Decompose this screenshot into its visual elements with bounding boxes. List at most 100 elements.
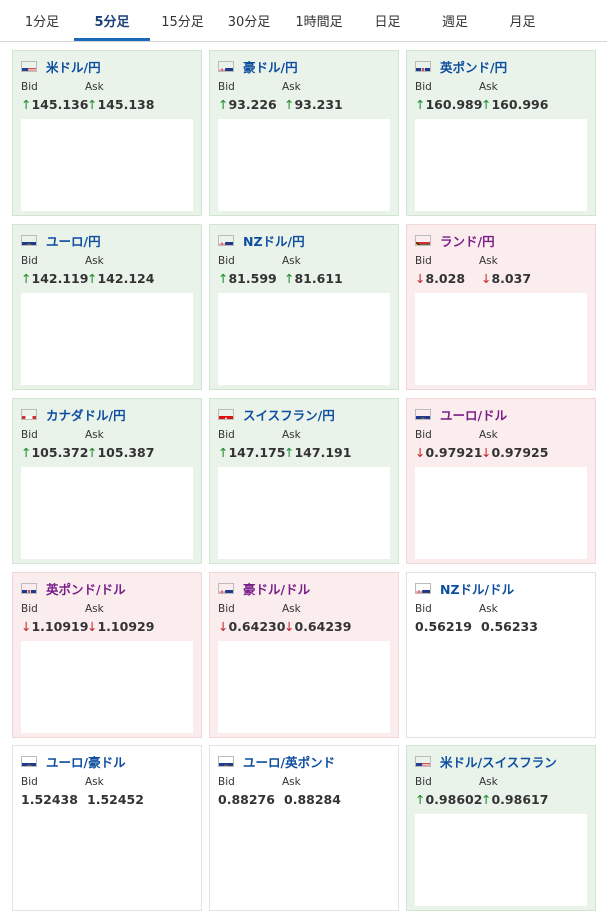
bid-price: 147.175 <box>228 445 286 460</box>
bid-label: Bid <box>21 603 38 615</box>
rate-card[interactable]: 145.2145144.811:1512:1513:15 米ドル/円 Bid Ask ↑… <box>12 50 202 216</box>
card-header[interactable]: 1.1161.1141.1121.1111:1512:1513:15 英ポンド/ド… <box>21 579 126 598</box>
bid-price: 0.97921 <box>425 445 483 460</box>
ask-label: Ask <box>479 429 498 441</box>
rate-card[interactable]: 0.9860.9850.98411:1512:1513:15 米ドル/スイスフラン… <box>406 745 596 911</box>
mini-candlestick-chart[interactable] <box>21 467 193 559</box>
card-header[interactable]: 0.9860.9850.98411:1512:1513:15 米ドル/スイスフラン <box>415 752 557 771</box>
tab-0[interactable]: 1分足 <box>24 15 60 30</box>
rate-card[interactable]: 161.6161.4161.216111:1512:1513:15 英ポンド/円 B… <box>406 50 596 216</box>
ask-label: Ask <box>479 255 498 267</box>
card-header[interactable]: 81.781.681.511:1512:1513:15 NZドル/円 <box>218 231 305 250</box>
ask-price: 81.611 <box>294 271 343 286</box>
card-header[interactable]: 105.4105.210511:1512:1513:15 カナダドル/円 <box>21 405 126 424</box>
currency-pair-label[interactable]: カナダドル/円 <box>46 408 126 423</box>
currency-pair-label[interactable]: 米ドル/円 <box>46 60 101 75</box>
tab-1[interactable]: 5分足 <box>74 0 150 41</box>
mini-candlestick-chart[interactable] <box>21 641 193 733</box>
price-labels: Bid Ask <box>21 81 104 93</box>
rate-card[interactable]: 0.6450.6440.6430.64211:1512:1513:15 豪ドル/ド… <box>209 572 399 738</box>
bid-label: Bid <box>218 776 235 788</box>
price-labels: Bid Ask <box>21 255 104 267</box>
mini-candlestick-chart[interactable] <box>415 814 587 906</box>
currency-pair-label[interactable]: 英ポンド/円 <box>440 60 508 75</box>
tab-2[interactable]: 15分足 <box>161 15 204 30</box>
card-header[interactable]: 147.4147.214711:1512:1513:15 スイスフラン/円 <box>218 405 335 424</box>
mini-candlestick-chart[interactable] <box>218 641 390 733</box>
up-arrow-icon: ↑ <box>21 97 32 112</box>
card-header[interactable]: 93.393.293.111:1512:1513:15 豪ドル/円 <box>218 57 298 76</box>
rate-card[interactable]: 142.214211:1512:1513:15ユーロ/円BidAsk↑142.1… <box>12 224 202 390</box>
card-header[interactable]: 142.214211:1512:1513:15 ユーロ/円 <box>21 231 101 250</box>
tab-6[interactable]: 週足 <box>441 15 468 30</box>
currency-pair-label[interactable]: ユーロ/英ポンド <box>243 755 336 770</box>
ask-group: ↓0.64239 <box>284 619 351 634</box>
card-header[interactable]: 161.6161.4161.216111:1512:1513:15 英ポンド/円 <box>415 57 507 76</box>
mini-candlestick-chart[interactable] <box>21 119 193 211</box>
currency-pair-label[interactable]: NZドル/円 <box>243 234 305 249</box>
mini-candlestick-chart[interactable] <box>21 293 193 385</box>
currency-pair-label[interactable]: ユーロ/円 <box>46 234 101 249</box>
rate-card[interactable]: 147.4147.214711:1512:1513:15 スイスフラン/円 Bid A… <box>209 398 399 564</box>
bid-label: Bid <box>415 255 432 267</box>
rate-card[interactable]: 1.5261.5251.52411:1512:1513:15 ユーロ/豪ドル Bid… <box>12 745 202 911</box>
card-header[interactable]: 0.5650.5640.56311:1512:1513:15 NZドル/ドル <box>415 579 514 598</box>
rate-card[interactable]: 0.5650.5640.56311:1512:1513:15 NZドル/ドル Bid… <box>406 572 596 738</box>
bid-price: 93.226 <box>228 97 277 112</box>
bid-label: Bid <box>415 603 432 615</box>
tab-3[interactable]: 30分足 <box>227 15 271 30</box>
currency-pair-label[interactable]: 豪ドル/ドル <box>243 582 311 597</box>
currency-pair-label[interactable]: スイスフラン/円 <box>243 408 335 423</box>
mini-candlestick-chart[interactable] <box>218 293 390 385</box>
card-header[interactable]: 0.6450.6440.6430.64211:1512:1513:15 豪ドル/ド… <box>218 579 310 598</box>
mini-candlestick-chart[interactable] <box>218 119 390 211</box>
bid-label: Bid <box>218 81 235 93</box>
flag-icon: 145.2145144.811:1512:1513:15 <box>21 61 37 72</box>
currency-pair-label[interactable]: 米ドル/スイスフラン <box>440 755 557 770</box>
chart-svg <box>218 814 390 906</box>
mini-candlestick-chart[interactable] <box>218 467 390 559</box>
ask-label: Ask <box>282 255 301 267</box>
rate-card[interactable]: 105.4105.210511:1512:1513:15 カナダドル/円 Bid As… <box>12 398 202 564</box>
tab-4[interactable]: 1時間足 <box>295 15 343 30</box>
up-arrow-icon: ↑ <box>218 97 229 112</box>
currency-pair-label[interactable]: ユーロ/豪ドル <box>46 755 126 770</box>
rate-card[interactable]: 0.8830.8820.8810.8811:1512:1513:15 ユーロ/英ポ… <box>209 745 399 911</box>
mini-candlestick-chart[interactable] <box>415 641 587 733</box>
tab-5[interactable]: 日足 <box>374 15 401 30</box>
chart-svg <box>415 641 587 733</box>
flag-icon: 1.1161.1141.1121.1111:1512:1513:15 <box>21 583 37 594</box>
currency-pair-label[interactable]: NZドル/ドル <box>440 582 515 597</box>
rate-card[interactable]: 0.9820.9810.9811:1512:1513:15 ユーロ/ドル Bid As… <box>406 398 596 564</box>
currency-pair-label[interactable]: 英ポンド/ドル <box>46 582 126 597</box>
rate-card[interactable]: 8.058.048.038.0211:1512:1513:15 ランド/円 Bid A… <box>406 224 596 390</box>
price-labels: Bid Ask <box>415 81 498 93</box>
card-header[interactable]: 0.9820.9810.9811:1512:1513:15 ユーロ/ドル <box>415 405 507 424</box>
card-header[interactable]: 0.8830.8820.8810.8811:1512:1513:15 ユーロ/英ポ… <box>218 752 335 771</box>
rate-card[interactable]: 1.1161.1141.1121.1111:1512:1513:15 英ポンド/ド… <box>12 572 202 738</box>
currency-pair-label[interactable]: 豪ドル/円 <box>243 60 298 75</box>
mini-candlestick-chart[interactable] <box>415 467 587 559</box>
ask-price: 105.387 <box>97 445 155 460</box>
currency-pair-label[interactable]: ランド/円 <box>440 234 495 249</box>
rate-card[interactable]: 81.781.681.511:1512:1513:15 NZドル/円 Bid Ask ↑… <box>209 224 399 390</box>
up-arrow-icon: ↑ <box>481 97 492 112</box>
mini-candlestick-chart[interactable] <box>415 119 587 211</box>
rate-card[interactable]: 93.393.293.111:1512:1513:15豪ドル/円BidAsk↑9… <box>209 50 399 216</box>
card-header[interactable]: 8.058.048.038.0211:1512:1513:15 ランド/円 <box>415 231 495 250</box>
bid-price: 0.98602 <box>425 792 483 807</box>
mini-candlestick-chart[interactable] <box>218 814 390 906</box>
currency-pair-label[interactable]: ユーロ/ドル <box>440 408 508 423</box>
ask-group: ↑0.98617 <box>481 792 548 807</box>
mini-candlestick-chart[interactable] <box>415 293 587 385</box>
up-arrow-icon: ↑ <box>87 445 98 460</box>
tab-7[interactable]: 月足 <box>509 15 536 30</box>
chart-svg <box>415 467 587 559</box>
down-arrow-icon: ↓ <box>21 619 32 634</box>
down-arrow-icon: ↓ <box>218 619 229 634</box>
mini-candlestick-chart[interactable] <box>21 814 193 906</box>
card-header[interactable]: 145.2145144.811:1512:1513:15 米ドル/円 <box>21 57 101 76</box>
ask-price: 145.138 <box>97 97 155 112</box>
card-header[interactable]: 1.5261.5251.52411:1512:1513:15 ユーロ/豪ドル <box>21 752 126 771</box>
down-arrow-icon: ↓ <box>87 619 98 634</box>
